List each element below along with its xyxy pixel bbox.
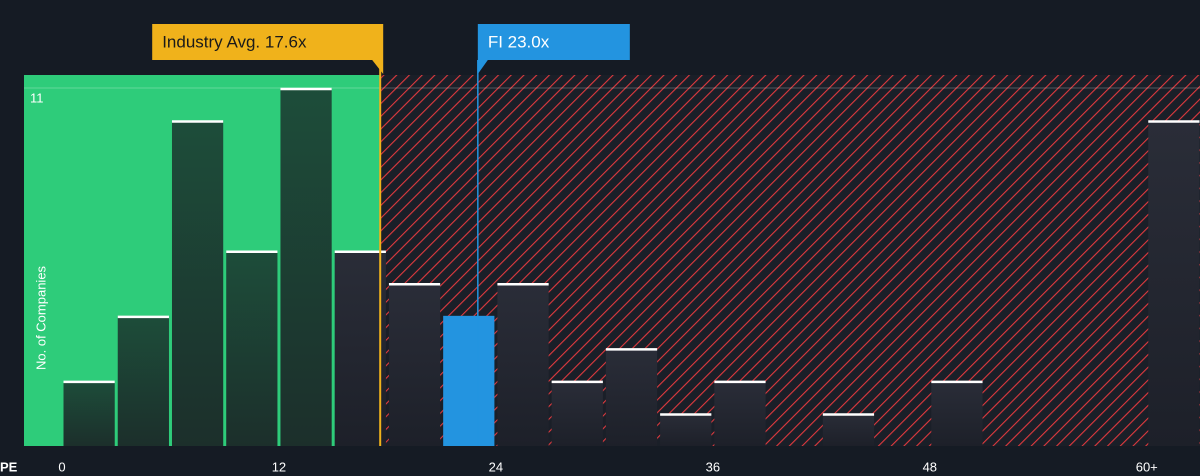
- bar: [497, 283, 549, 446]
- x-tick-label: 0: [58, 459, 65, 474]
- bar: [388, 283, 441, 446]
- y-tick-label: 11: [30, 90, 44, 105]
- x-axis-label: PE: [0, 459, 18, 474]
- bar: [280, 88, 332, 446]
- bar: [551, 380, 603, 446]
- bar: [226, 250, 278, 446]
- bar: [822, 413, 875, 446]
- annotation-label: FI 23.0x: [488, 32, 550, 51]
- bar: [334, 250, 386, 446]
- annotation-pointer: [372, 60, 384, 74]
- bar: [117, 315, 169, 446]
- x-tick-label: 36: [706, 459, 720, 474]
- x-tick-label: 12: [272, 459, 286, 474]
- annotation-label: Industry Avg. 17.6x: [162, 32, 307, 51]
- bar: [63, 380, 115, 446]
- annotation-box: [477, 24, 630, 60]
- bar: [443, 315, 495, 446]
- bar: [714, 380, 766, 446]
- bar: [1148, 120, 1200, 446]
- bar: [605, 348, 658, 446]
- bar: [931, 380, 983, 446]
- x-tick-label: 24: [489, 459, 503, 474]
- bar: [171, 120, 224, 446]
- annotation-box: [152, 24, 384, 60]
- x-tick-label: 60+: [1136, 459, 1158, 474]
- annotation-pointer: [477, 60, 488, 74]
- x-tick-label: 48: [923, 459, 937, 474]
- y-axis-label: No. of Companies: [33, 265, 48, 370]
- bar: [660, 413, 712, 446]
